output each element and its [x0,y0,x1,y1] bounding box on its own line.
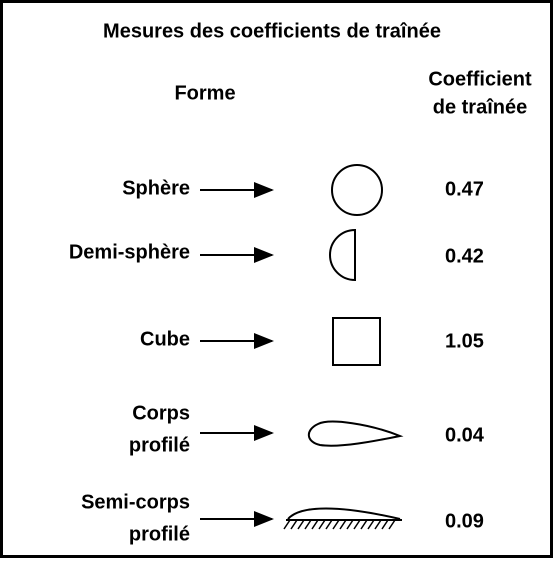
airfoil-icon [307,420,404,447]
title: Mesures des coefficients de traînée [103,20,441,42]
shape-name: Semi-corps [81,491,190,513]
shape-name: Sphère [122,177,190,199]
column-header: Forme [174,82,235,104]
shape-name: profilé [129,523,190,545]
coefficient: 0.47 [445,178,484,200]
cube-icon [332,317,381,366]
sphere-icon [331,164,383,216]
half-sphere-icon [329,228,356,282]
shape-name: Corps [132,402,190,424]
coefficient: 1.05 [445,330,484,352]
half-airfoil-icon [283,507,402,530]
shape-name: Demi-sphère [69,241,190,263]
coefficient: 0.42 [445,245,484,267]
shape-name: Cube [140,328,190,350]
shape-name: profilé [129,434,190,456]
coefficient: 0.09 [445,510,484,532]
column-header: Coefficient [428,68,532,90]
column-header: de traînée [433,96,527,118]
coefficient: 0.04 [445,424,485,446]
